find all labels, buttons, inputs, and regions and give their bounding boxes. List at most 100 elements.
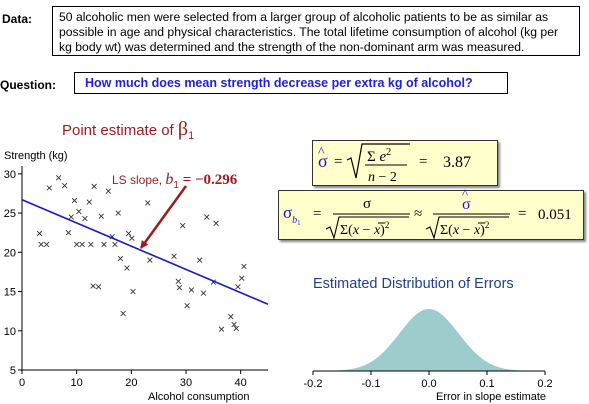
scatter-point [176,284,183,291]
data-description-box: 50 alcoholic men were selected from a la… [52,6,580,56]
point-stroke [184,302,190,309]
distribution-title: Estimated Distribution of Errors [313,276,514,292]
scatter-point [117,255,124,262]
scatter-point [43,241,50,248]
point-stroke [88,241,94,248]
scatter-point [36,230,43,237]
scatter-x-tick-label: 0 [19,377,25,389]
radical-sign-2 [325,216,409,240]
scatter-plot: 5 10 15 20 25 30 0 10 20 30 40 [4,166,269,389]
scatter-point [112,241,118,248]
scatter-point [145,200,151,206]
scatter-point [86,199,92,205]
point-stroke [228,313,234,320]
point-stroke [218,326,225,332]
point-stroke [61,182,68,189]
sigma-hat-numerator: σ [462,196,471,213]
point-stroke [120,310,126,317]
scatter-point [71,197,78,204]
distribution-plot: -0.2 -0.1 0.0 0.1 0.2 [304,309,553,390]
point-stroke [233,325,240,332]
point-stroke [130,288,136,295]
scatter-point [88,241,94,248]
point-stroke [200,290,207,296]
scatter-point [124,265,130,271]
scatter-point [196,257,203,263]
point-stroke [231,321,237,328]
scatter-point [147,257,153,263]
point-stroke [241,263,247,270]
point-stroke [196,257,203,263]
numerator-sum-e2: Σ e2 [367,147,391,165]
scatter-y-tick-label: 15 [4,287,16,299]
point-stroke [55,175,62,181]
se-value: 0.051 [538,207,572,223]
ls-regression-line [21,199,269,305]
point-stroke [213,220,219,226]
point-stroke [171,253,177,259]
distribution-x-tick-label: -0.1 [362,378,381,390]
scatter-x-tick-label: 30 [180,377,192,389]
distribution-x-tick-label: 0.0 [421,378,436,390]
scatter-point [101,241,107,248]
scatter-point [55,175,62,181]
sigma-hat-formula-box [312,140,498,186]
scatter-x-tick-label: 40 [235,377,247,389]
radical-sign-3 [425,216,509,240]
denominator-sum-squares-2: Σ(x − x)2 [440,220,489,238]
point-stroke [68,214,74,220]
point-stroke [36,230,43,237]
point-stroke [98,213,104,219]
scatter-point [241,263,247,270]
scatter-x-axis-label: Alcohol consumption [148,391,250,403]
scatter-x-tick-label: 20 [125,377,137,389]
point-stroke [235,284,241,290]
scatter-point [175,278,182,285]
scatter-y-tick-label: 25 [4,208,16,220]
point-stroke [79,241,85,248]
scatter-point [228,313,234,320]
hat-mark-2: ^ [462,186,468,201]
point-stroke [105,188,112,194]
scatter-point [233,325,240,332]
point-stroke [86,199,92,205]
scatter-point [204,214,210,220]
scatter-point [38,241,44,248]
scatter-y-tick-label: 30 [4,169,16,181]
scatter-point [90,283,96,289]
scatter-point [120,310,126,317]
question-label: Question: [0,78,56,92]
scatter-point [105,188,112,194]
point-stroke [46,185,53,191]
scatter-point [239,275,245,281]
point-stroke [82,215,88,222]
sigma-hat-symbol: σ [318,151,328,171]
scatter-point [184,302,190,309]
scatter-point [98,213,104,219]
point-stroke [76,208,82,215]
scatter-point [61,182,68,189]
point-stroke [204,214,210,220]
scatter-x-tick-label: 10 [71,377,83,389]
scatter-y-axis-label: Strength (kg) [4,150,68,162]
point-stroke [180,222,186,229]
scatter-point [68,214,74,220]
scatter-point [115,210,121,216]
point-stroke [145,200,151,206]
question-box: How much does mean strength decrease per… [74,72,508,94]
point-stroke [129,235,135,241]
standard-error-formula: σb1 = σ Σ(x − x)2 ≈ σ ^ Σ(x − x)2 = 0.05… [283,186,572,240]
distribution-x-axis-label: Error in slope estimate [436,391,546,403]
approx-sign: ≈ [414,206,422,222]
point-stroke [71,197,78,204]
scatter-point [200,290,207,296]
scatter-point [65,229,72,236]
scatter-y-tick-label: 10 [4,326,16,338]
point-stroke [95,284,102,290]
scatter-point [79,241,85,248]
point-stroke [101,241,107,248]
scatter-point [76,208,82,215]
point-stroke [210,279,217,285]
equals-sign-4: = [518,206,526,222]
